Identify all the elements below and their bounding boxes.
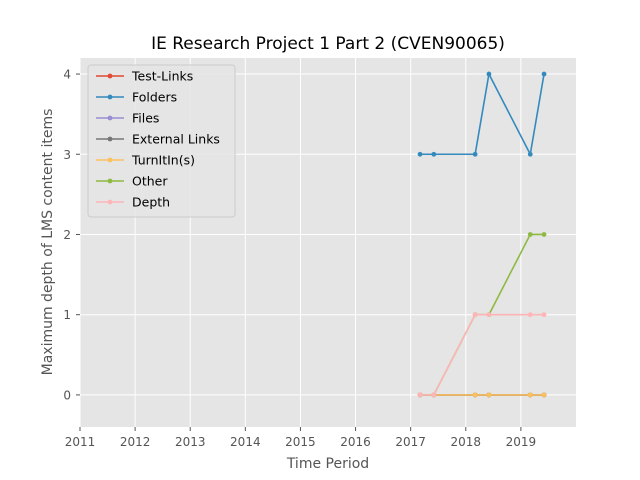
x-tick-label: 2011 xyxy=(65,435,96,449)
legend-label: Test-Links xyxy=(131,69,193,84)
data-point-turnitin-s xyxy=(486,392,492,398)
x-tick-label: 2019 xyxy=(506,435,537,449)
legend-item: Depth xyxy=(96,195,170,210)
chart-title: IE Research Project 1 Part 2 (CVEN90065) xyxy=(151,34,505,54)
legend-label: Folders xyxy=(132,90,177,105)
x-tick-label: 2012 xyxy=(120,435,151,449)
data-point-turnitin-s xyxy=(527,392,533,398)
series-depth xyxy=(417,312,547,398)
legend-swatch-marker xyxy=(107,94,113,100)
data-point-folders xyxy=(417,151,423,157)
series-folders xyxy=(417,71,547,157)
x-tick-label: 2015 xyxy=(285,435,316,449)
data-point-folders xyxy=(486,71,492,77)
x-axis-ticks: 2011 2012 2013 2014 2015 2016 2017 2018 2019 xyxy=(65,427,536,449)
legend-item: Files xyxy=(96,111,159,126)
x-tick-label: 2013 xyxy=(175,435,206,449)
y-axis-ticks: 0 1 2 3 4 xyxy=(63,68,80,402)
x-tick-label: 2017 xyxy=(395,435,426,449)
x-tick-label: 2018 xyxy=(451,435,482,449)
y-tick-label: 0 xyxy=(63,388,71,402)
x-tick-label: 2016 xyxy=(340,435,371,449)
legend-item: Folders xyxy=(96,90,177,105)
legend-item: Other xyxy=(96,174,168,189)
legend-swatch-marker xyxy=(107,199,113,205)
legend-label: Files xyxy=(132,111,159,126)
legend-item: External Links xyxy=(96,132,220,147)
data-point-folders xyxy=(431,151,437,157)
legend-swatch-marker xyxy=(107,73,113,79)
legend-swatch-marker xyxy=(107,178,113,184)
legend-swatch-marker xyxy=(107,136,113,142)
y-tick-label: 1 xyxy=(63,308,71,322)
data-point-turnitin-s xyxy=(541,392,547,398)
data-point-other xyxy=(541,232,547,237)
data-point-folders xyxy=(472,151,478,157)
y-tick-label: 3 xyxy=(63,148,71,162)
legend-swatch-marker xyxy=(107,115,113,121)
legend-box xyxy=(87,64,236,218)
legend-label: TurnItIn(s) xyxy=(131,153,195,168)
data-point-depth xyxy=(417,392,423,398)
series-layer xyxy=(417,71,547,398)
legend-label: External Links xyxy=(132,132,220,147)
data-point-depth xyxy=(527,312,533,318)
y-tick-label: 4 xyxy=(63,68,71,82)
legend-label: Other xyxy=(132,174,168,189)
data-point-depth xyxy=(541,312,547,318)
y-axis-label: Maximum depth of LMS content items xyxy=(40,109,56,376)
x-tick-label: 2014 xyxy=(230,435,261,449)
data-point-depth xyxy=(486,312,492,318)
data-point-folders xyxy=(541,71,547,77)
x-axis-label: Time Period xyxy=(286,456,369,472)
data-point-depth xyxy=(472,312,478,318)
data-point-turnitin-s xyxy=(472,392,478,398)
legend: Test-Links Folders Files External Links Turn… xyxy=(87,64,236,218)
legend-swatch-marker xyxy=(107,157,113,163)
legend-item: TurnItIn(s) xyxy=(96,153,195,168)
data-point-depth xyxy=(431,392,437,398)
data-point-folders xyxy=(527,151,533,157)
legend-item: Test-Links xyxy=(96,69,193,84)
legend-label: Depth xyxy=(132,195,170,210)
y-tick-label: 2 xyxy=(63,228,71,242)
data-point-other xyxy=(527,232,533,237)
